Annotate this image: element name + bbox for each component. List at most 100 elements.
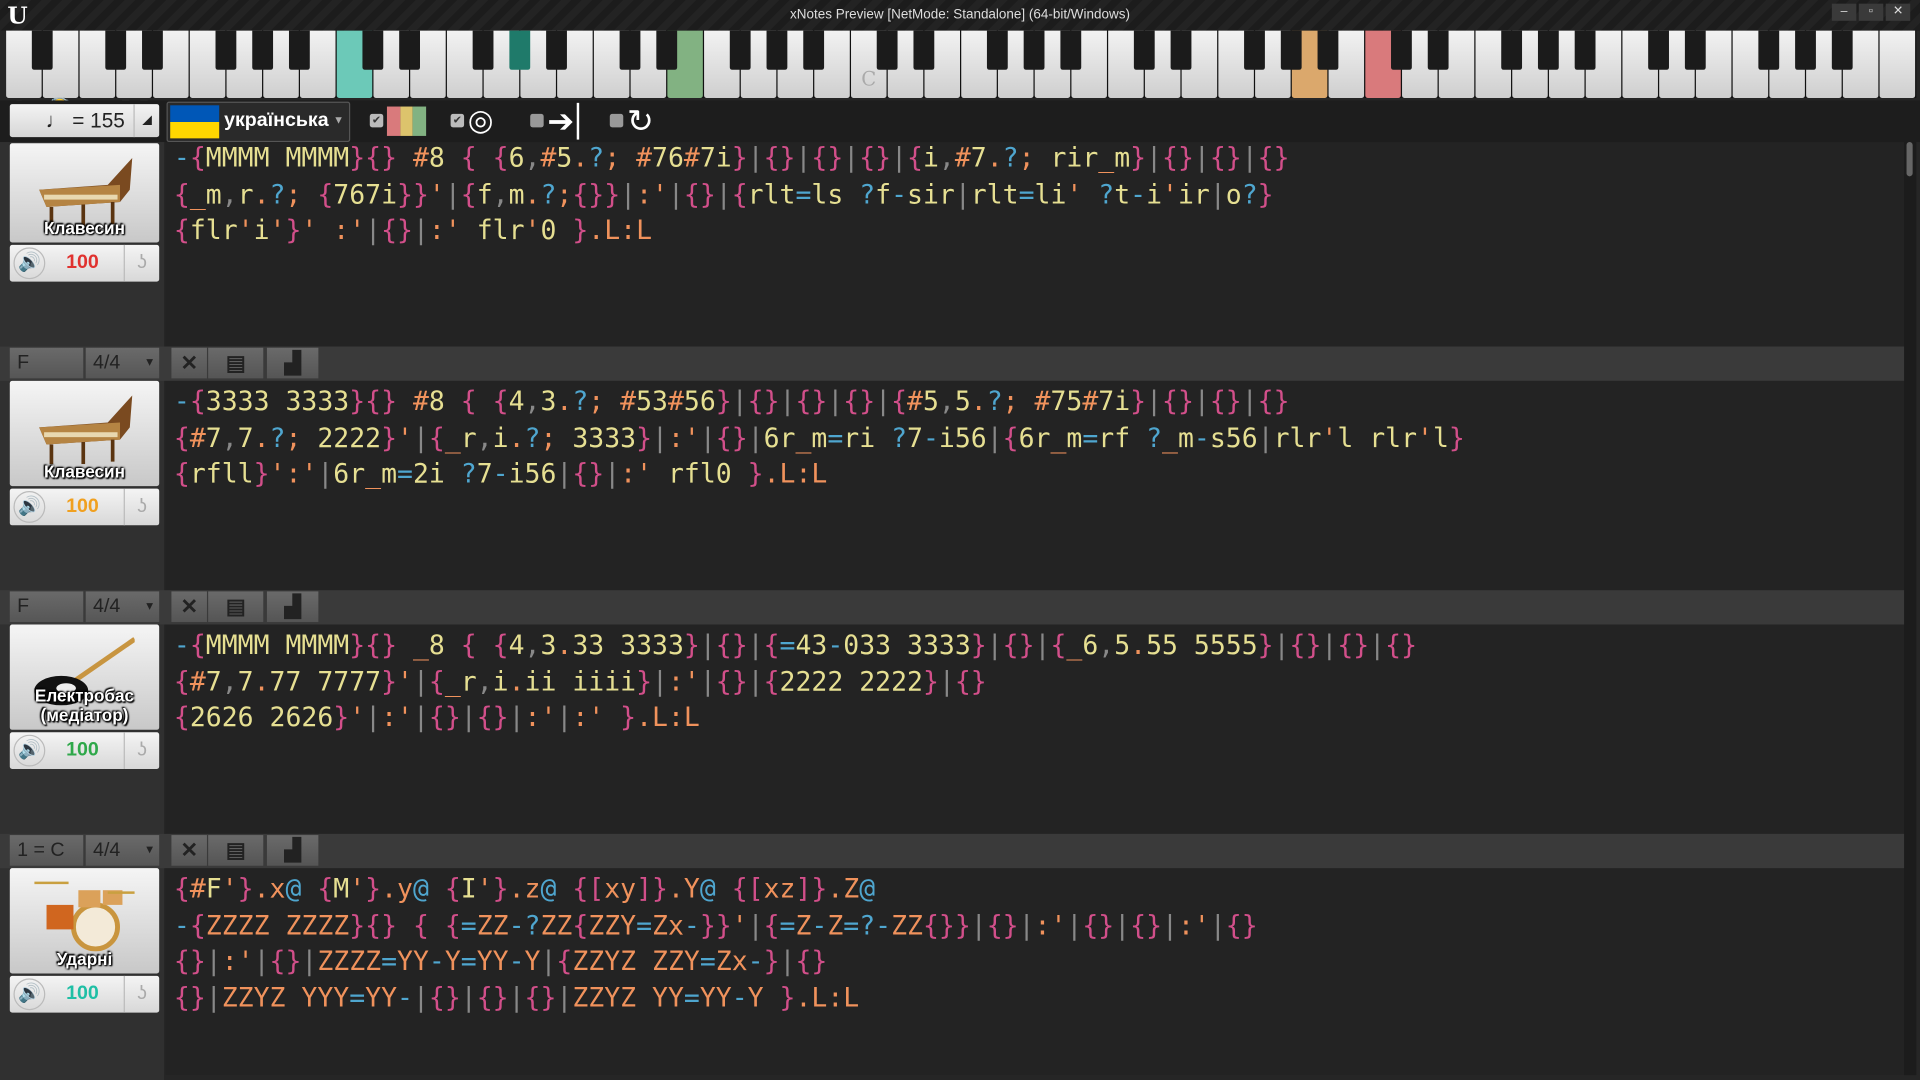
speaker-icon[interactable]: 🔊 xyxy=(13,491,46,523)
ear-sync-icon[interactable]: ◎ xyxy=(467,104,494,138)
minimize-button[interactable]: – xyxy=(1831,3,1857,21)
volume-control[interactable]: 🔊 100 ʖ xyxy=(9,975,160,1013)
black-key[interactable] xyxy=(1574,30,1596,70)
scrollbar[interactable] xyxy=(1904,142,1917,1076)
black-key[interactable] xyxy=(1391,30,1412,70)
black-key[interactable] xyxy=(252,30,274,70)
close-icon[interactable]: ✕ xyxy=(171,835,207,866)
track-code[interactable]: -{MMMM MMMM}{} _8 { {4,3.33 3333}|{}|{=4… xyxy=(174,628,1417,736)
key-selector[interactable]: F xyxy=(9,347,84,379)
black-key[interactable] xyxy=(913,30,935,70)
speaker-icon[interactable]: 🔊 xyxy=(13,978,46,1011)
black-key[interactable] xyxy=(1280,30,1302,70)
resize-grip-icon[interactable]: ◢ xyxy=(133,104,159,138)
black-key[interactable] xyxy=(1537,30,1559,70)
loop-icon[interactable]: ↻ xyxy=(626,102,654,140)
language-dropdown[interactable]: українська ▼ xyxy=(166,101,351,143)
loop-checkbox[interactable] xyxy=(609,113,624,128)
instrument-button[interactable]: Ударні xyxy=(9,868,160,974)
bars-icon[interactable]: ▟ xyxy=(266,835,319,866)
volume-value[interactable]: 100 xyxy=(66,252,99,274)
clipboard-icon[interactable]: ▤ xyxy=(208,347,264,379)
volume-control[interactable]: 🔊 100 ʖ xyxy=(9,244,160,282)
time-signature-dropdown[interactable]: 4/4 ▾ xyxy=(85,591,160,623)
black-key[interactable] xyxy=(215,30,237,70)
ear-icon[interactable]: ʖ xyxy=(123,732,160,769)
instrument-button[interactable]: Клавесин xyxy=(9,143,160,243)
keyboard-colors-icon[interactable] xyxy=(386,106,427,136)
clipboard-icon[interactable]: ▤ xyxy=(208,591,264,623)
color-bar xyxy=(400,106,414,136)
track-code[interactable]: {#F'}.x@ {M'}.y@ {I'}.z@ {[xy]}.Y@ {[xz]… xyxy=(174,872,1258,1016)
ear-icon[interactable]: ʖ xyxy=(123,488,160,526)
black-key[interactable] xyxy=(1317,30,1339,70)
volume-control[interactable]: 🔊 100 ʖ xyxy=(9,488,160,526)
black-key[interactable] xyxy=(1170,30,1192,70)
instrument-button[interactable]: Клавесин xyxy=(9,380,160,487)
close-icon[interactable]: ✕ xyxy=(171,591,207,623)
black-key[interactable] xyxy=(619,30,641,70)
black-key[interactable] xyxy=(1831,30,1853,70)
black-key[interactable] xyxy=(986,30,1008,70)
speaker-icon[interactable]: 🔊 xyxy=(13,247,46,280)
time-signature-dropdown[interactable]: 4/4 ▾ xyxy=(85,835,160,866)
black-key[interactable] xyxy=(1684,30,1706,70)
black-key[interactable] xyxy=(105,30,127,70)
time-signature-dropdown[interactable]: 4/4 ▾ xyxy=(85,347,160,379)
view-checkbox[interactable]: ✔ xyxy=(369,113,384,128)
piano-keyboard[interactable]: C⛶🦻⚙❚❚ xyxy=(6,30,1917,121)
key-selector[interactable]: 1 = C xyxy=(9,835,84,866)
scrollbar-thumb[interactable] xyxy=(1906,142,1913,177)
black-key[interactable] xyxy=(876,30,898,70)
black-key[interactable] xyxy=(803,30,825,70)
clipboard-icon[interactable]: ▤ xyxy=(208,835,264,866)
code-line: {_m,r.?; {767i}}'|{f,m.?;{}}|:'|{}|{rlt=… xyxy=(173,179,1274,211)
close-window-button[interactable]: ✕ xyxy=(1885,3,1911,21)
volume-value[interactable]: 100 xyxy=(66,495,99,517)
black-key[interactable] xyxy=(1648,30,1669,70)
tempo-field[interactable]: ♩ = 155 ◢ xyxy=(9,104,160,138)
black-key[interactable] xyxy=(1501,30,1523,70)
maximize-button[interactable]: ▫ xyxy=(1858,3,1884,21)
code-line: {#F'}.x@ {M'}.y@ {I'}.z@ {[xy]}.Y@ {[xz]… xyxy=(173,874,876,905)
black-key[interactable] xyxy=(1427,30,1449,70)
black-key[interactable] xyxy=(729,30,751,70)
black-key[interactable] xyxy=(142,30,163,70)
bars-icon[interactable]: ▟ xyxy=(266,347,319,379)
black-key[interactable] xyxy=(1244,30,1265,70)
ear-icon[interactable]: ʖ xyxy=(123,975,160,1013)
black-key[interactable] xyxy=(1133,30,1155,70)
black-key[interactable] xyxy=(1023,30,1045,70)
speaker-icon[interactable]: 🔊 xyxy=(13,734,46,767)
black-key[interactable] xyxy=(31,30,53,70)
bars-icon[interactable]: ▟ xyxy=(266,591,319,623)
black-key[interactable] xyxy=(472,30,494,70)
instrument-button[interactable]: Електробас (медіатор) xyxy=(9,624,160,730)
arrow-right-icon[interactable]: ➔ xyxy=(547,102,579,140)
black-key[interactable] xyxy=(546,30,567,70)
listen-checkbox[interactable]: ✔ xyxy=(450,113,465,128)
black-key[interactable] xyxy=(766,30,788,70)
time-signature-value: 4/4 xyxy=(93,840,121,861)
black-key[interactable] xyxy=(1758,30,1780,70)
black-key[interactable] xyxy=(399,30,421,70)
black-key[interactable] xyxy=(1795,30,1816,70)
key-selector[interactable]: F xyxy=(9,591,84,623)
close-icon[interactable]: ✕ xyxy=(171,347,207,379)
black-key[interactable] xyxy=(509,30,531,70)
black-key[interactable] xyxy=(288,30,310,70)
black-key[interactable] xyxy=(362,30,384,70)
track-code[interactable]: -{MMMM MMMM}{} #8 { {6,#5.?; #76#7i}|{}|… xyxy=(174,141,1290,249)
volume-control[interactable]: 🔊 100 ʖ xyxy=(9,732,160,769)
black-key[interactable] xyxy=(1060,30,1082,70)
volume-value[interactable]: 100 xyxy=(66,983,99,1005)
harpsichord-image xyxy=(34,153,134,227)
ear-icon[interactable]: ʖ xyxy=(123,244,160,282)
follow-checkbox[interactable] xyxy=(530,113,544,128)
black-key[interactable] xyxy=(656,30,678,70)
ukraine-flag-icon xyxy=(170,105,220,139)
track-code[interactable]: -{3333 3333}{} #8 { {4,3.?; #53#56}|{}|{… xyxy=(174,384,1465,492)
volume-value[interactable]: 100 xyxy=(66,739,99,761)
color-bar xyxy=(413,106,427,136)
white-key-c[interactable] xyxy=(1879,30,1916,98)
